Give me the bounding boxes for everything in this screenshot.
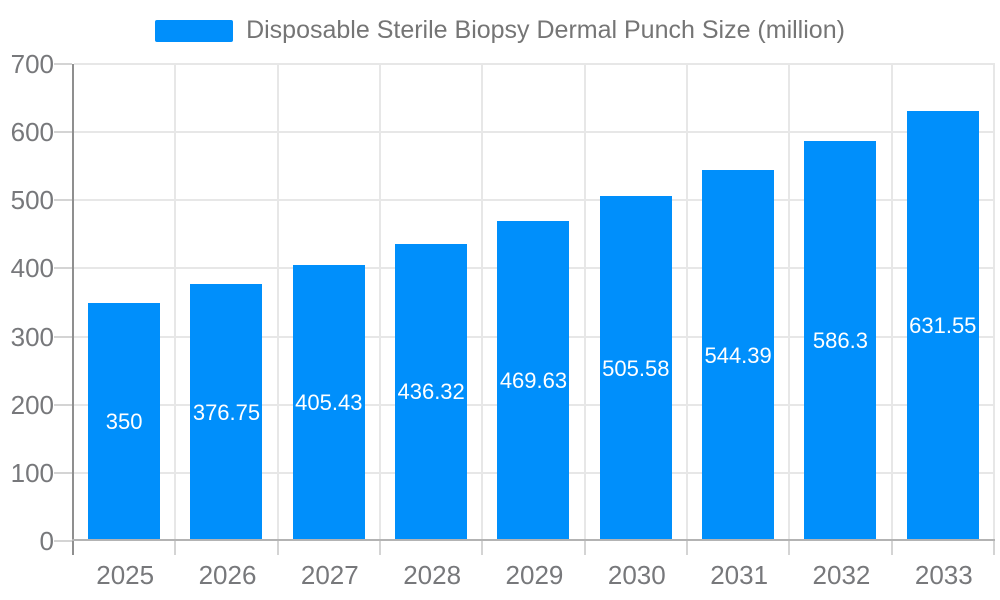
- x-axis-label: 2033: [914, 560, 973, 590]
- legend-swatch: [155, 19, 234, 42]
- y-axis-label: 300: [10, 321, 54, 352]
- x-axis-line: [72, 539, 995, 541]
- chart-legend-item[interactable]: Disposable Sterile Biopsy Dermal Punch S…: [0, 18, 1000, 43]
- bar-value-label: 469.63: [499, 367, 568, 393]
- bar-2032[interactable]: 586.3: [804, 141, 877, 541]
- x-axis-labels: 2025 2026 2027 2028 2029 2030 2031 2032 2033: [74, 553, 995, 597]
- category-row: 350 376.75 405.43 436.32 469.63 505.58 544.39 5…: [74, 64, 995, 541]
- y-axis-labels: 0 100 200 300 400 500 600 700: [0, 51, 54, 554]
- h-gridline: [74, 63, 995, 65]
- x-axis-tick: [174, 541, 177, 555]
- x-axis-tick: [890, 541, 893, 555]
- category-cell: 469.63: [483, 64, 586, 541]
- y-axis-label: 700: [10, 49, 54, 79]
- y-axis-label: 200: [10, 389, 54, 420]
- bar-value-label: 350: [105, 408, 143, 434]
- h-gridline: [74, 131, 995, 134]
- bar-2033[interactable]: 631.55: [906, 110, 979, 541]
- x-axis-label: 2025: [96, 560, 155, 590]
- x-axis-tick: [276, 541, 279, 555]
- bar-2029[interactable]: 469.63: [497, 220, 570, 541]
- x-axis-tick: [685, 541, 688, 555]
- y-axis-label: 400: [10, 253, 54, 284]
- x-axis-label: 2028: [403, 560, 462, 590]
- category-cell: 631.55: [893, 64, 995, 541]
- x-axis-tick: [993, 541, 995, 555]
- legend-label: Disposable Sterile Biopsy Dermal Punch S…: [246, 16, 845, 44]
- y-axis-label: 0: [39, 526, 54, 556]
- category-cell: 350: [74, 64, 177, 541]
- y-axis-tick: [54, 403, 72, 406]
- category-cell: 544.39: [688, 64, 791, 541]
- bar-value-label: 405.43: [295, 389, 363, 415]
- bar-value-label: 586.3: [812, 328, 868, 354]
- x-axis-label: 2027: [300, 560, 359, 590]
- bar-2026[interactable]: 376.75: [190, 284, 263, 541]
- y-axis-label: 600: [10, 117, 54, 148]
- bar-2031[interactable]: 544.39: [702, 170, 775, 541]
- category-cell: 436.32: [381, 64, 484, 541]
- h-gridline: [74, 199, 995, 202]
- bar-2027[interactable]: 405.43: [292, 264, 365, 541]
- y-axis-tick: [54, 267, 72, 270]
- x-axis-label: 2026: [198, 560, 257, 590]
- bar-value-label: 544.39: [704, 342, 772, 368]
- bar-value-label: 376.75: [192, 399, 261, 425]
- bar-value-label: 436.32: [397, 379, 465, 405]
- x-axis-tick: [788, 541, 791, 555]
- bar-2025[interactable]: 350: [88, 302, 161, 541]
- category-cell: 586.3: [790, 64, 893, 541]
- bar-value-label: 631.55: [909, 312, 977, 338]
- y-axis-tick: [54, 131, 72, 134]
- x-axis-tick: [481, 541, 484, 555]
- x-axis-tick: [583, 541, 586, 555]
- bar-2028[interactable]: 436.32: [395, 243, 468, 541]
- plot-area: 350 376.75 405.43 436.32 469.63 505.58 544.39 5…: [54, 63, 995, 555]
- y-axis-tick: [54, 335, 72, 338]
- y-axis-line: [72, 64, 74, 555]
- x-axis-label: 2032: [812, 560, 871, 590]
- y-axis-tick: [54, 199, 72, 202]
- y-axis-label: 100: [10, 457, 54, 488]
- y-axis-tick: [54, 63, 72, 65]
- category-cell: 376.75: [176, 64, 279, 541]
- y-axis-tick: [54, 540, 72, 542]
- x-axis-label: 2029: [505, 560, 564, 590]
- category-cell: 505.58: [586, 64, 688, 541]
- x-axis-label: 2031: [710, 560, 769, 590]
- x-axis-tick: [378, 541, 381, 555]
- y-axis-label: 500: [10, 185, 54, 216]
- bar-value-label: 505.58: [602, 355, 670, 381]
- bar-2030[interactable]: 505.58: [599, 196, 672, 541]
- y-axis-tick: [54, 471, 72, 474]
- x-axis-label: 2030: [607, 560, 666, 590]
- category-cell: 405.43: [279, 64, 381, 541]
